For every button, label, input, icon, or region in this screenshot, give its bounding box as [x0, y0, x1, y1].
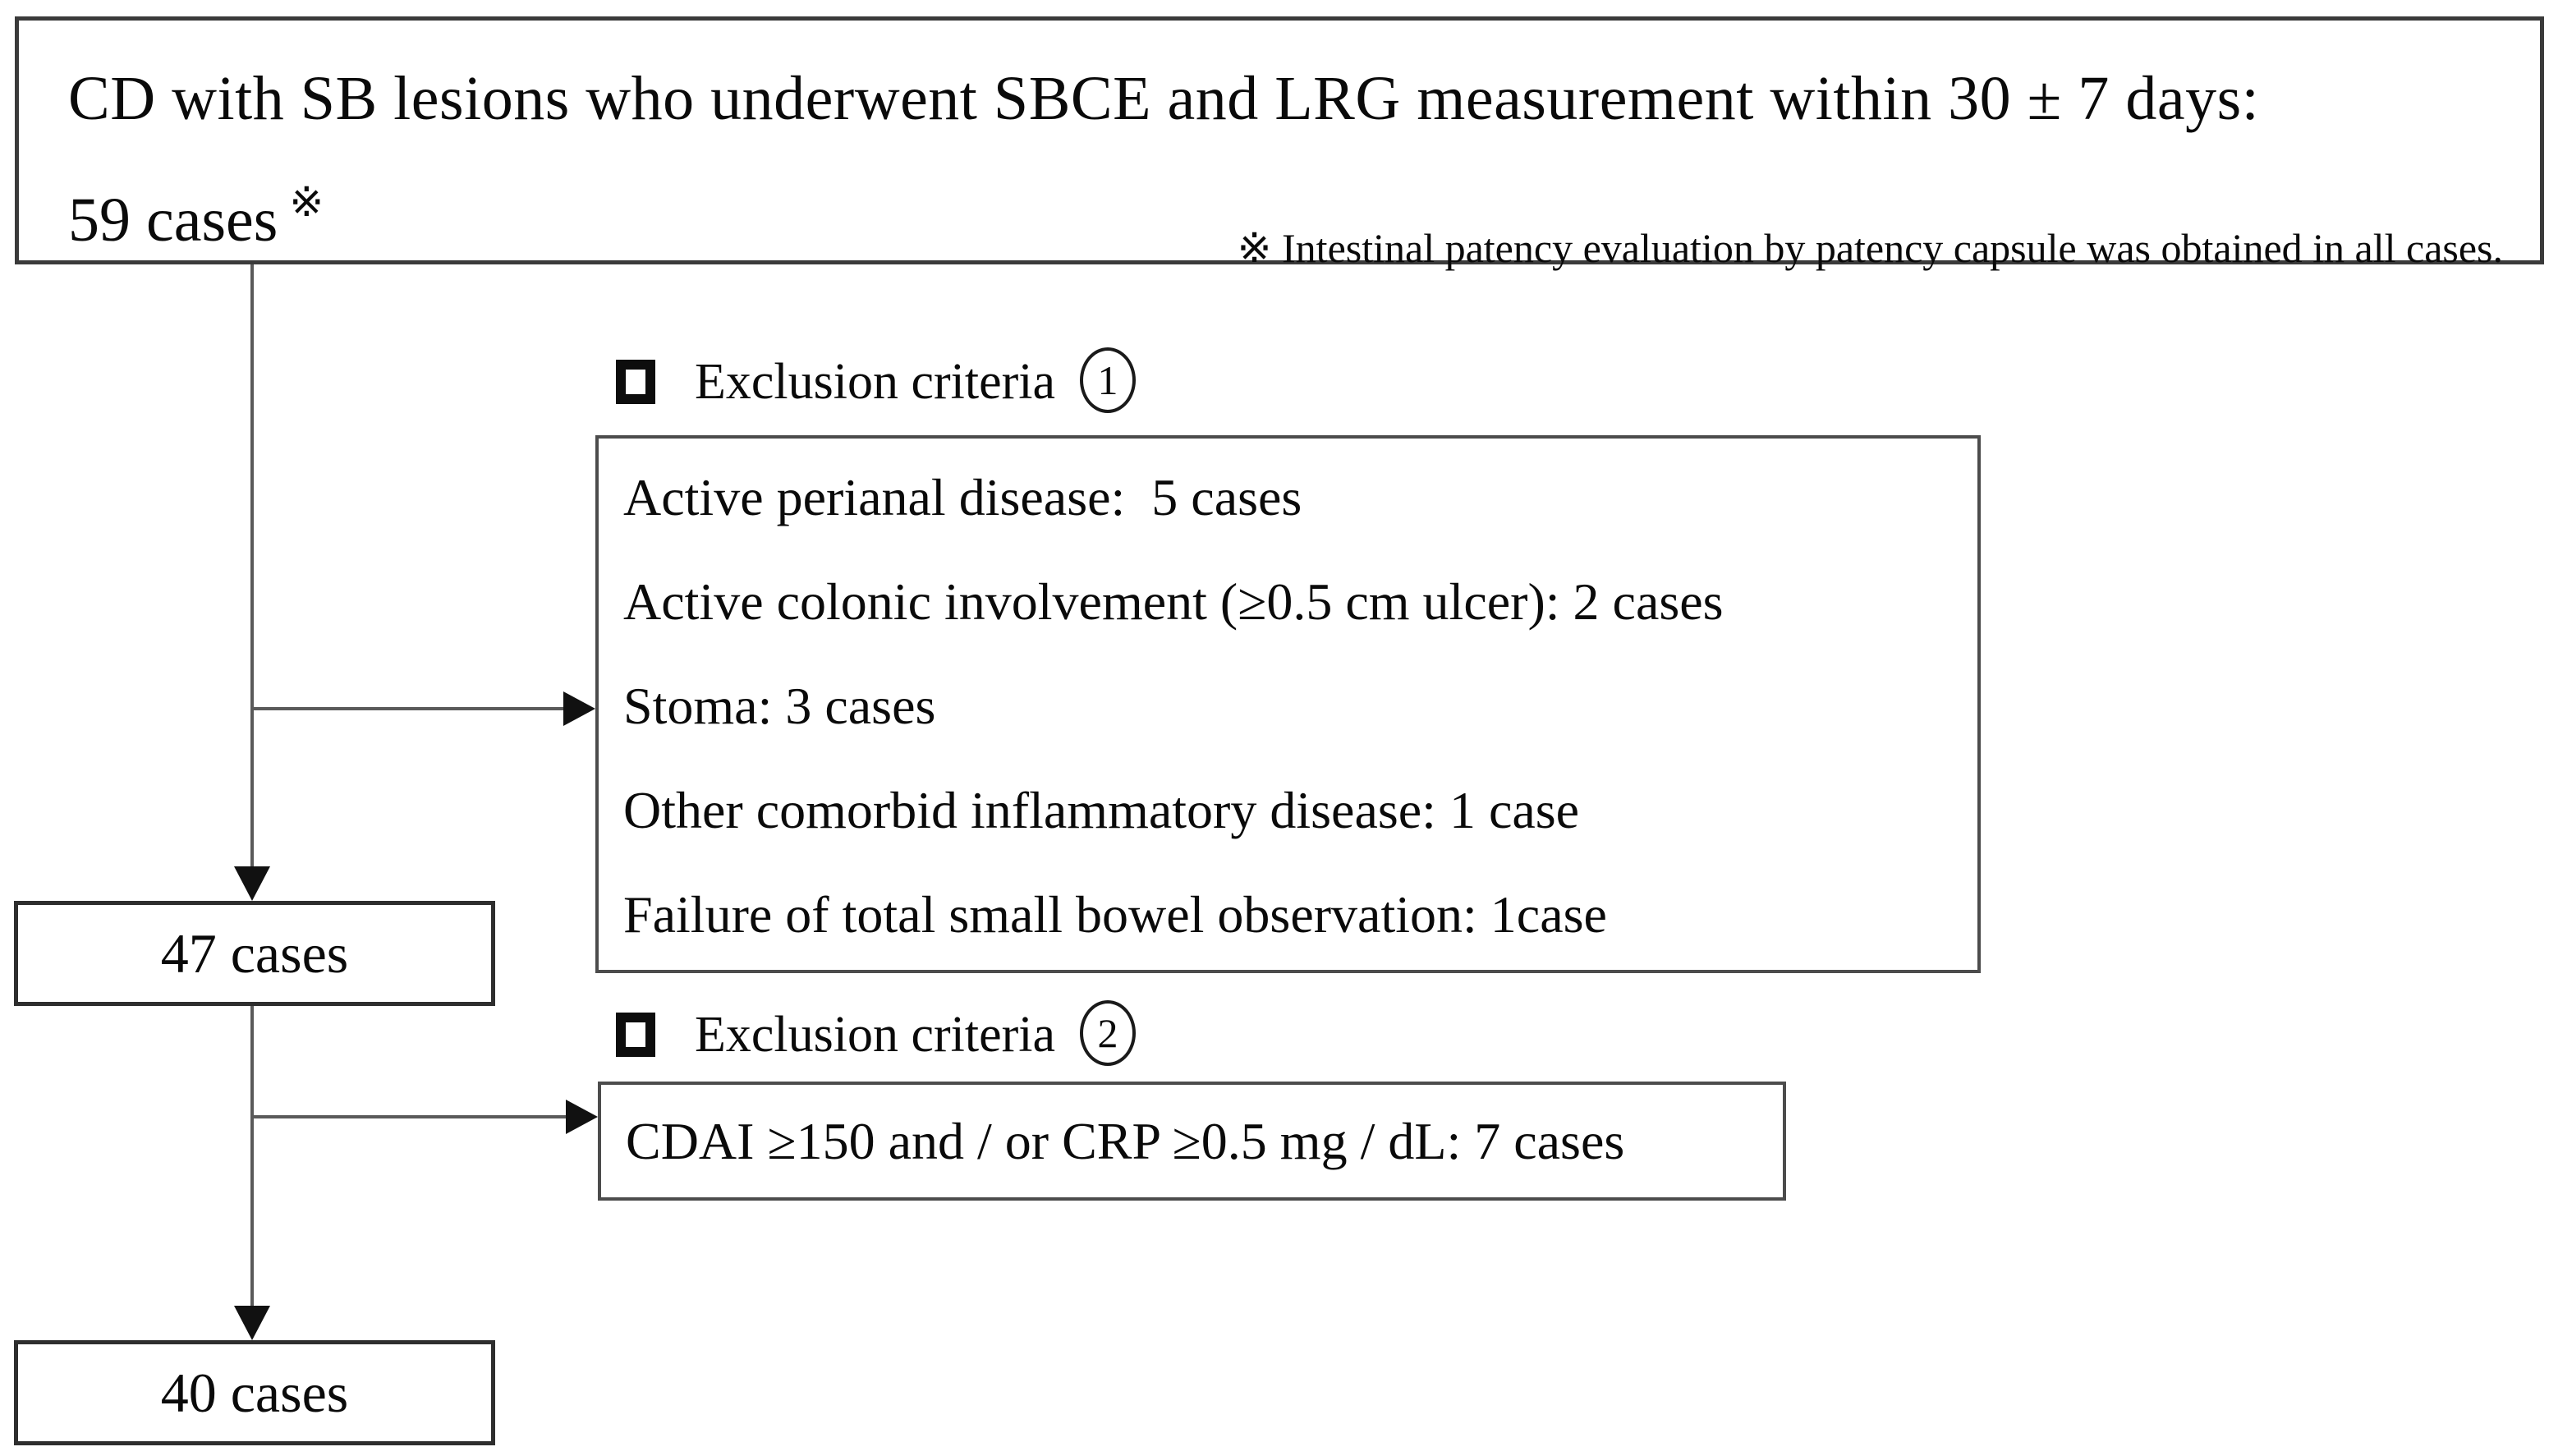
40-cases-label: 40 cases [160, 1361, 349, 1424]
exclusion2-label: Exclusion criteria 2 [616, 998, 1136, 1072]
exclusion2-box: CDAI ≥150 and / or CRP ≥0.5 mg / dL: 7 c… [598, 1082, 1786, 1201]
exclusion2-label-text: Exclusion criteria [695, 1006, 1055, 1063]
enrollment-title: CD with SB lesions who underwent SBCE an… [68, 64, 2260, 133]
circled-1-icon: 1 [1080, 347, 1136, 413]
exclusion-item: CDAI ≥150 and / or CRP ≥0.5 mg / dL: 7 c… [626, 1111, 1625, 1170]
exclusion-item: Stoma: 3 cases [623, 677, 936, 735]
exclusion-item: Other comorbid inflammatory disease: 1 c… [623, 781, 1580, 839]
47-cases-box: 47 cases [14, 901, 495, 1006]
circled-2-icon: 2 [1080, 1000, 1136, 1066]
arrowhead-right-1 [563, 691, 595, 726]
reference-mark-icon: ※ [289, 179, 324, 225]
exclusion-item: Active perianal disease: 5 cases [623, 468, 1302, 526]
arrowhead-down-40 [234, 1306, 270, 1340]
exclusion1-label-text: Exclusion criteria [695, 353, 1055, 410]
47-cases-label: 47 cases [160, 921, 349, 985]
square-bullet-icon [616, 360, 655, 404]
arrowhead-right-2 [566, 1100, 598, 1134]
exclusion1-label: Exclusion criteria 1 [616, 345, 1136, 419]
footnote: ※ Intestinal patency evaluation by paten… [1237, 225, 2503, 271]
arrowhead-down-47 [234, 866, 270, 901]
enrollment-count-text: 59 cases [68, 186, 278, 255]
exclusion-item: Failure of total small bowel observation… [623, 885, 1607, 944]
exclusion-item: Active colonic involvement (≥0.5 cm ulce… [623, 572, 1724, 631]
enrollment-box: CD with SB lesions who underwent SBCE an… [15, 16, 2544, 271]
enrollment-count: 59 cases ※ [68, 178, 324, 256]
exclusion1-box: Active perianal disease: 5 cases Active … [595, 435, 1981, 973]
40-cases-box: 40 cases [14, 1340, 495, 1445]
square-bullet-icon [616, 1013, 655, 1057]
